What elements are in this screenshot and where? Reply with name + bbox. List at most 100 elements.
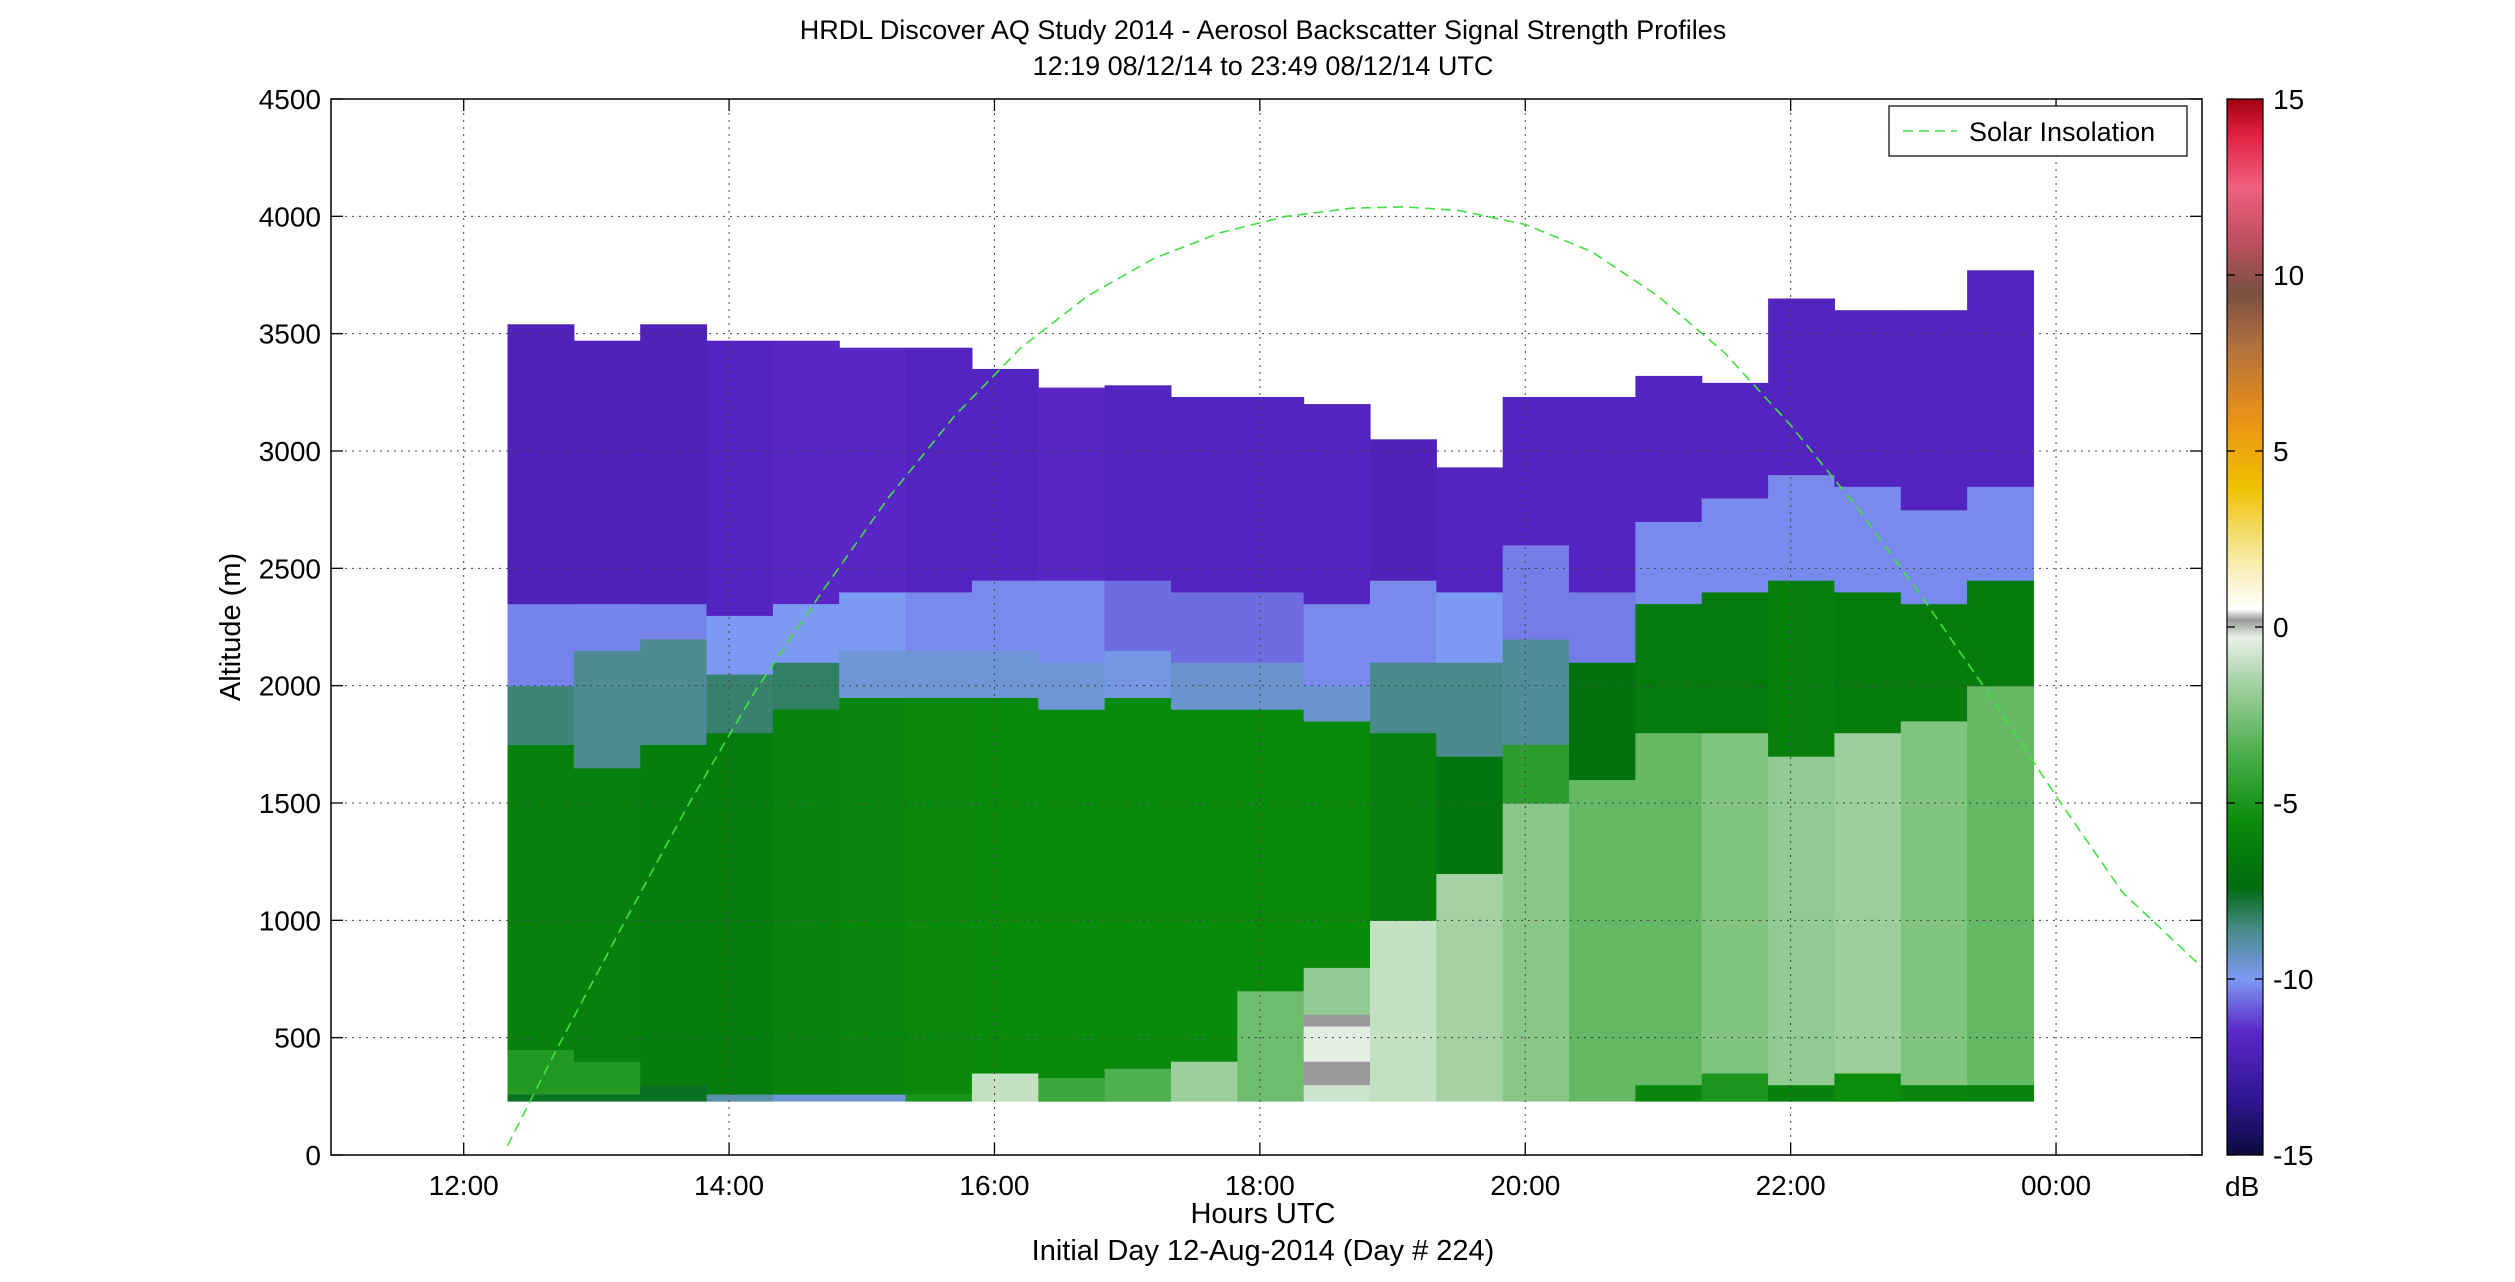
colorbar-ticks: -15 -10 -5 0 5 10 15 xyxy=(2227,84,2313,1171)
heatmap-cell-12-4 xyxy=(1303,967,1371,1015)
heatmap-cell-10-2 xyxy=(1171,662,1238,710)
x-tick-label-6: 00:00 xyxy=(2021,1170,2091,1201)
heatmap-cells xyxy=(507,270,2034,1102)
y-tick-label-2: 1000 xyxy=(259,905,321,936)
heatmap-cell-9-2 xyxy=(1104,650,1172,698)
heatmap-cell-18-4 xyxy=(1701,382,1769,499)
x-tick-label-2: 16:00 xyxy=(959,1170,1029,1201)
heatmap-cell-13-3 xyxy=(1370,580,1437,663)
x-tick-label-4: 20:00 xyxy=(1490,1170,1560,1201)
heatmap-cell-7-4 xyxy=(971,368,1039,581)
heatmap-cell-5-0 xyxy=(839,1094,907,1102)
y-tick-label-5: 2500 xyxy=(259,553,321,584)
heatmap-cell-2-4 xyxy=(640,324,708,605)
heatmap-cell-16-3 xyxy=(1569,397,1636,593)
heatmap-cell-17-1 xyxy=(1635,732,1703,1086)
heatmap-cell-18-1 xyxy=(1701,732,1769,1074)
y-tick-label-8: 4000 xyxy=(259,201,321,232)
heatmap-cell-21-4 xyxy=(1900,310,1968,511)
colorbar-unit-label: dB xyxy=(2225,1171,2259,1202)
heatmap-cell-1-4 xyxy=(573,603,641,651)
heatmap-cell-19-3 xyxy=(1768,474,1835,581)
heatmap-cell-14-4 xyxy=(1436,467,1504,593)
heatmap-cell-9-1 xyxy=(1104,697,1172,1069)
heatmap-cell-9-4 xyxy=(1104,385,1172,581)
heatmap-cell-17-3 xyxy=(1635,521,1703,605)
heatmap-cell-13-0 xyxy=(1370,920,1437,1102)
heatmap-cell-16-2 xyxy=(1569,591,1636,663)
grid-lines xyxy=(331,98,2202,1156)
y-axis-label: Altitude (m) xyxy=(215,553,247,701)
heatmap-cell-5-4 xyxy=(839,347,907,593)
colorbar-tick-label-4: 5 xyxy=(2273,436,2289,467)
heatmap-cell-13-2 xyxy=(1370,662,1437,734)
heatmap-cell-17-4 xyxy=(1635,375,1703,522)
heatmap-cell-20-2 xyxy=(1834,591,1902,734)
heatmap-cell-15-1 xyxy=(1502,744,1570,804)
heatmap-cell-19-4 xyxy=(1768,298,1835,476)
heatmap-cell-20-1 xyxy=(1834,732,1902,1074)
heatmap-cell-5-3 xyxy=(839,591,907,652)
heatmap-cell-13-1 xyxy=(1370,732,1437,921)
heatmap-cell-16-1 xyxy=(1569,662,1636,781)
plot-frame xyxy=(330,98,2203,1156)
heatmap-cell-3-0 xyxy=(706,1094,774,1102)
heatmap-cell-9-0 xyxy=(1104,1068,1172,1102)
heatmap-cell-19-2 xyxy=(1768,580,1835,757)
heatmap-cell-3-1 xyxy=(706,732,774,1095)
heatmap-cell-4-0 xyxy=(772,1094,840,1102)
heatmap-cell-3-3 xyxy=(706,615,774,675)
heatmap-cell-16-0 xyxy=(1569,779,1636,1102)
colorbar-tick-label-2: -5 xyxy=(2273,788,2298,819)
heatmap-cell-9-3 xyxy=(1104,580,1172,652)
heatmap-cell-15-3 xyxy=(1502,544,1570,640)
heatmap-cell-6-3 xyxy=(905,591,973,652)
x-tick-label-1: 14:00 xyxy=(694,1170,764,1201)
heatmap-cell-22-2 xyxy=(1967,580,2034,687)
heatmap-cell-12-2 xyxy=(1303,1025,1371,1062)
heatmap-cell-6-0 xyxy=(905,1094,973,1102)
heatmap-cell-0-4 xyxy=(507,603,575,687)
heatmap-cell-8-0 xyxy=(1038,1077,1106,1102)
heatmap-cell-0-5 xyxy=(507,324,575,605)
heatmap-cell-18-2 xyxy=(1701,591,1769,734)
heatmap-cell-6-1 xyxy=(905,697,973,1095)
heatmap-cell-7-1 xyxy=(971,697,1039,1074)
colorbar-tick-label-5: 10 xyxy=(2273,260,2304,291)
axis-ticks: 12:00 14:00 16:00 18:00 20:00 22:00 00:00 0 500 1… xyxy=(259,84,2202,1201)
heatmap-cell-12-6 xyxy=(1303,685,1371,722)
heatmap-cell-12-3 xyxy=(1303,1014,1371,1027)
heatmap-cell-20-0 xyxy=(1834,1072,1902,1102)
heatmap-cell-17-0 xyxy=(1635,1084,1703,1102)
heatmap-cell-7-0 xyxy=(971,1072,1039,1102)
heatmap-cell-11-4 xyxy=(1237,397,1305,593)
y-tick-label-4: 2000 xyxy=(259,671,321,702)
legend-label: Solar Insolation xyxy=(1969,117,2155,147)
heatmap-cell-21-2 xyxy=(1900,603,1968,722)
heatmap-cell-15-4 xyxy=(1502,397,1570,546)
heatmap-cell-11-3 xyxy=(1237,591,1305,663)
heatmap-cell-1-1 xyxy=(573,1061,641,1095)
y-tick-label-1: 500 xyxy=(274,1023,321,1054)
heatmap-cell-20-4 xyxy=(1834,310,1902,487)
heatmap-cell-2-0 xyxy=(640,1084,708,1102)
heatmap-cell-18-0 xyxy=(1701,1072,1769,1102)
y-tick-label-9: 4500 xyxy=(259,84,321,115)
heatmap-cell-14-1 xyxy=(1436,756,1504,874)
heatmap-cell-12-0 xyxy=(1303,1084,1371,1102)
heatmap-cell-8-4 xyxy=(1038,387,1106,581)
y-tick-label-6: 3000 xyxy=(259,436,321,467)
heatmap-cell-12-5 xyxy=(1303,720,1371,968)
heatmap-cell-2-2 xyxy=(640,638,708,745)
heatmap-cell-1-2 xyxy=(573,767,641,1062)
heatmap-cell-8-3 xyxy=(1038,580,1106,663)
x-axis-sublabel: Initial Day 12-Aug-2014 (Day # 224) xyxy=(1032,1235,1495,1267)
y-tick-label-3: 1500 xyxy=(259,788,321,819)
y-tick-label-0: 0 xyxy=(305,1140,321,1171)
heatmap-cell-3-4 xyxy=(706,340,774,616)
heatmap-cell-10-0 xyxy=(1171,1061,1238,1102)
heatmap-cell-18-3 xyxy=(1701,497,1769,593)
heatmap-cell-22-3 xyxy=(1967,486,2034,581)
colorbar-tick-label-1: -10 xyxy=(2273,964,2313,995)
heatmap-cell-11-0 xyxy=(1237,990,1305,1102)
